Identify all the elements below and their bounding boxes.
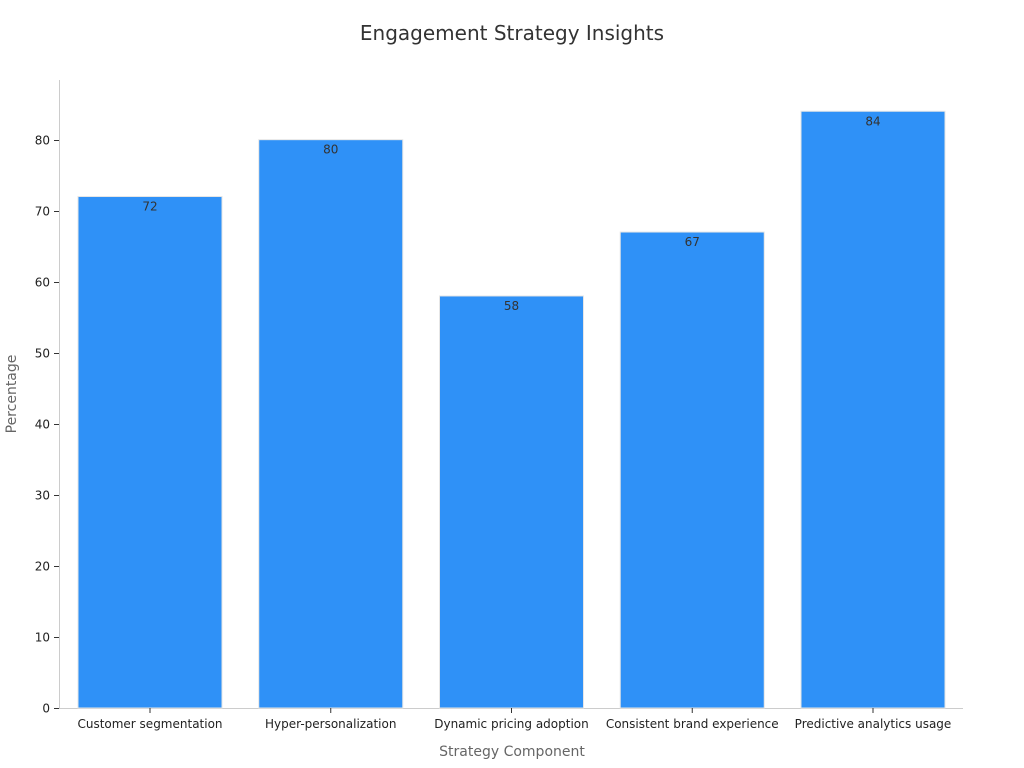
bar <box>77 196 223 709</box>
x-tick-label: Customer segmentation <box>77 717 222 731</box>
bars: 72 80 58 67 84 <box>77 110 946 709</box>
bar-value-label: 67 <box>685 235 700 249</box>
x-tick-label: Dynamic pricing adoption <box>434 717 589 731</box>
y-tick-label: 10 <box>35 631 50 645</box>
y-tick-label: 30 <box>35 489 50 503</box>
x-tick-label: Predictive analytics usage <box>795 717 952 731</box>
x-tick-label: Hyper-personalization <box>265 717 396 731</box>
y-tick-label: 40 <box>35 418 50 432</box>
bar <box>258 139 404 709</box>
bar-value-label: 58 <box>504 299 519 313</box>
y-tick-label: 50 <box>35 347 50 361</box>
bar-value-label: 72 <box>142 200 157 214</box>
bar-value-label: 80 <box>323 143 338 157</box>
y-tick-label: 70 <box>35 205 50 219</box>
x-axis-title: Strategy Component <box>439 744 585 760</box>
bar <box>619 231 765 709</box>
y-axis-title: Percentage <box>4 355 20 434</box>
bar <box>800 110 946 709</box>
x-axis-ticks: Customer segmentation Hyper-personalizati… <box>77 708 951 731</box>
x-tick-label: Consistent brand experience <box>606 717 779 731</box>
y-tick-label: 20 <box>35 560 50 574</box>
bar <box>439 295 584 709</box>
chart-title: Engagement Strategy Insights <box>360 21 664 45</box>
y-axis-ticks: 0 10 20 30 40 50 60 70 80 <box>35 134 59 716</box>
y-tick-label: 80 <box>35 134 50 148</box>
y-tick-label: 0 <box>42 702 50 716</box>
bar-value-label: 84 <box>865 114 880 128</box>
y-tick-label: 60 <box>35 276 50 290</box>
